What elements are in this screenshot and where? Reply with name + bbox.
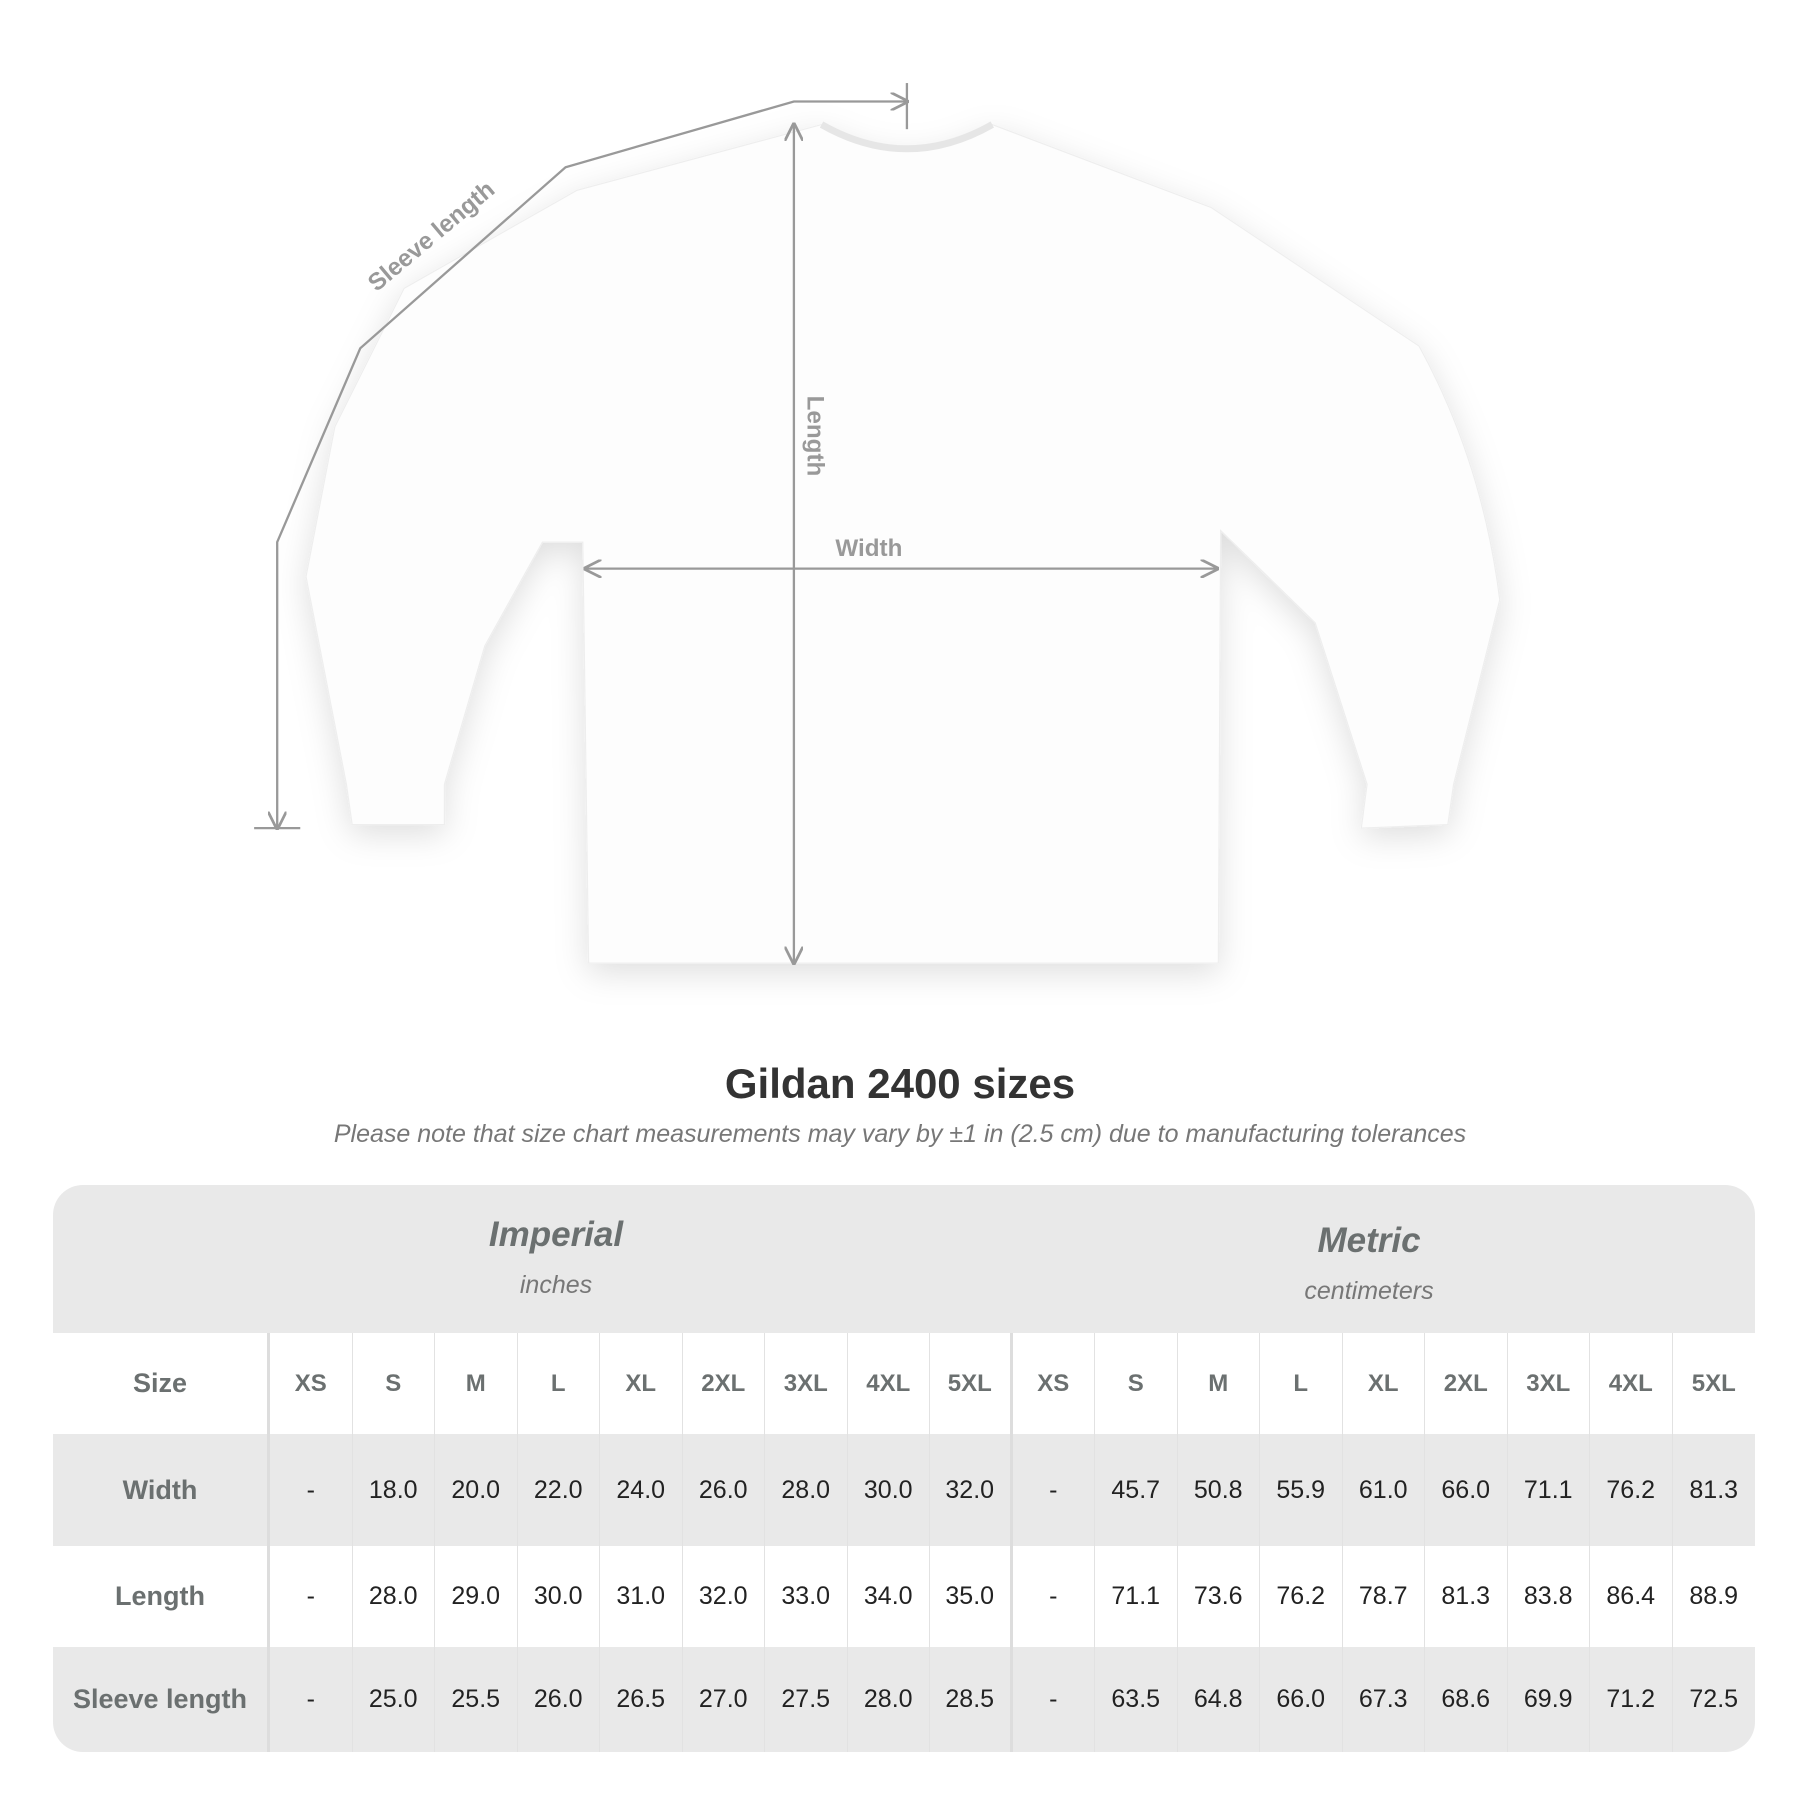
tolerance-note: Please note that size chart measurements…: [333, 1120, 1467, 1148]
imperial-unit: inches: [519, 1271, 593, 1299]
table-cell: 83.8: [1508, 1546, 1590, 1647]
table-cell: 76.2: [1590, 1434, 1673, 1546]
table-cell: -: [1013, 1546, 1095, 1647]
size-header-row: Size XS S M L XL 2XL 3XL 4XL 5XL XS S M L XL 2XL 3XL 4XL 5…: [53, 1333, 1755, 1434]
size-header-cell: XL: [1343, 1333, 1425, 1434]
table-cell: 31.0: [600, 1546, 683, 1647]
table-cell: 86.4: [1590, 1546, 1673, 1647]
table-cell: 63.5: [1095, 1647, 1178, 1752]
size-header-cell: 4XL: [848, 1333, 930, 1434]
size-header-cell: XL: [600, 1333, 683, 1434]
size-header-cell: 2XL: [683, 1333, 765, 1434]
table-cell: 28.0: [848, 1647, 930, 1752]
table-cell: 69.9: [1508, 1647, 1590, 1752]
table-cell: 25.0: [353, 1647, 435, 1752]
table-cell: 81.3: [1425, 1546, 1508, 1647]
table-cell: 66.0: [1425, 1434, 1508, 1546]
table-cell: 22.0: [518, 1434, 600, 1546]
table-cell: 71.2: [1590, 1647, 1673, 1752]
table-cell: 67.3: [1343, 1647, 1425, 1752]
size-header-cell: L: [518, 1333, 600, 1434]
long-sleeve-shirt: [305, 123, 1501, 964]
size-header-cell: 5XL: [930, 1333, 1013, 1434]
table-cell: 24.0: [600, 1434, 683, 1546]
table-cell: 66.0: [1260, 1647, 1343, 1752]
table-cell: -: [270, 1546, 353, 1647]
table-cell: 20.0: [435, 1434, 518, 1546]
table-cell: 30.0: [848, 1434, 930, 1546]
table-cell: 27.5: [765, 1647, 848, 1752]
imperial-title: Imperial: [488, 1215, 624, 1254]
page-title: Gildan 2400 sizes: [724, 1060, 1076, 1107]
table-cell: 88.9: [1689, 1582, 1739, 1610]
table-cell: 45.7: [1095, 1434, 1178, 1546]
table-cell: 34.0: [848, 1546, 930, 1647]
table-cell: 73.6: [1178, 1546, 1260, 1647]
table-cell: 71.1: [1095, 1546, 1178, 1647]
table-cell: 64.8: [1178, 1647, 1260, 1752]
size-header-cell: L: [1260, 1333, 1343, 1434]
table-cell: 61.0: [1343, 1434, 1425, 1546]
size-header-cell: 3XL: [765, 1333, 848, 1434]
size-header-cell: 3XL: [1508, 1333, 1590, 1434]
width-label: Width: [835, 535, 902, 562]
table-cell: 33.0: [765, 1546, 848, 1647]
size-header-cell: XS: [270, 1333, 353, 1434]
table-cell: -: [1013, 1647, 1095, 1752]
table-cell: -: [270, 1434, 353, 1546]
row-label: Length: [53, 1546, 270, 1647]
row-label: Width: [53, 1434, 270, 1546]
row-label: Size: [53, 1333, 270, 1434]
table-cell: 76.2: [1260, 1546, 1343, 1647]
imperial-header: Imperial inches: [256, 1215, 856, 1300]
table-cell: 29.0: [435, 1546, 518, 1647]
table-cell: 68.6: [1425, 1647, 1508, 1752]
metric-title: Metric: [1317, 1221, 1421, 1260]
table-cell: 32.0: [930, 1434, 1013, 1546]
table-row: Sleeve length -25.0 25.5 26.0 26.5 27.0 27.5 28…: [53, 1647, 1755, 1752]
size-header-cell: S: [353, 1333, 435, 1434]
table-cell: 71.1: [1508, 1434, 1590, 1546]
size-header-cell: 5XL: [1691, 1369, 1736, 1397]
metric-unit: centimeters: [1304, 1277, 1434, 1305]
table-cell: -: [1013, 1434, 1095, 1546]
table-cell: 32.0: [683, 1546, 765, 1647]
table-cell: 50.8: [1178, 1434, 1260, 1546]
length-label: Length: [802, 396, 829, 477]
table-cell: 30.0: [518, 1546, 600, 1647]
table-row: Length -28.0 29.0 30.0 31.0 32.0 33.0 34.0 35.0-…: [53, 1546, 1755, 1647]
table-cell: 27.0: [683, 1647, 765, 1752]
unit-header: Imperial inches Metric centimeters: [53, 1185, 1755, 1333]
table-row: Width -18.0 20.0 22.0 24.0 26.0 28.0 30.0 32.0-4…: [53, 1434, 1755, 1546]
table-cell: 81.3: [1689, 1475, 1739, 1504]
table-cell: 28.0: [765, 1434, 848, 1546]
table-cell: 26.5: [600, 1647, 683, 1752]
size-header-cell: S: [1095, 1333, 1178, 1434]
table-cell: 25.5: [435, 1647, 518, 1752]
size-header-cell: M: [435, 1333, 518, 1434]
table-cell: 55.9: [1260, 1434, 1343, 1546]
size-header-cell: 2XL: [1425, 1333, 1508, 1434]
shirt-measurement-diagram: Sleeve length Length Width: [254, 83, 1501, 1038]
sleeve-measure-line: [277, 101, 907, 828]
table-cell: 78.7: [1343, 1546, 1425, 1647]
table-cell: 18.0: [353, 1434, 435, 1546]
size-header-cell: M: [1178, 1333, 1260, 1434]
table-cell: 28.5: [930, 1647, 1013, 1752]
table-cell: 26.0: [683, 1434, 765, 1546]
table-cell: 26.0: [518, 1647, 600, 1752]
size-header-cell: XS: [1013, 1333, 1095, 1434]
size-header-cell: 4XL: [1590, 1333, 1673, 1434]
table-cell: 28.0: [353, 1546, 435, 1647]
table-cell: -: [270, 1647, 353, 1752]
row-label: Sleeve length: [53, 1647, 270, 1752]
table-cell: 35.0: [930, 1546, 1013, 1647]
metric-header: Metric centimeters: [1069, 1221, 1669, 1306]
size-table: Imperial inches Metric centimeters Size X…: [53, 1185, 1755, 1752]
table-cell: 72.5: [1689, 1685, 1739, 1713]
